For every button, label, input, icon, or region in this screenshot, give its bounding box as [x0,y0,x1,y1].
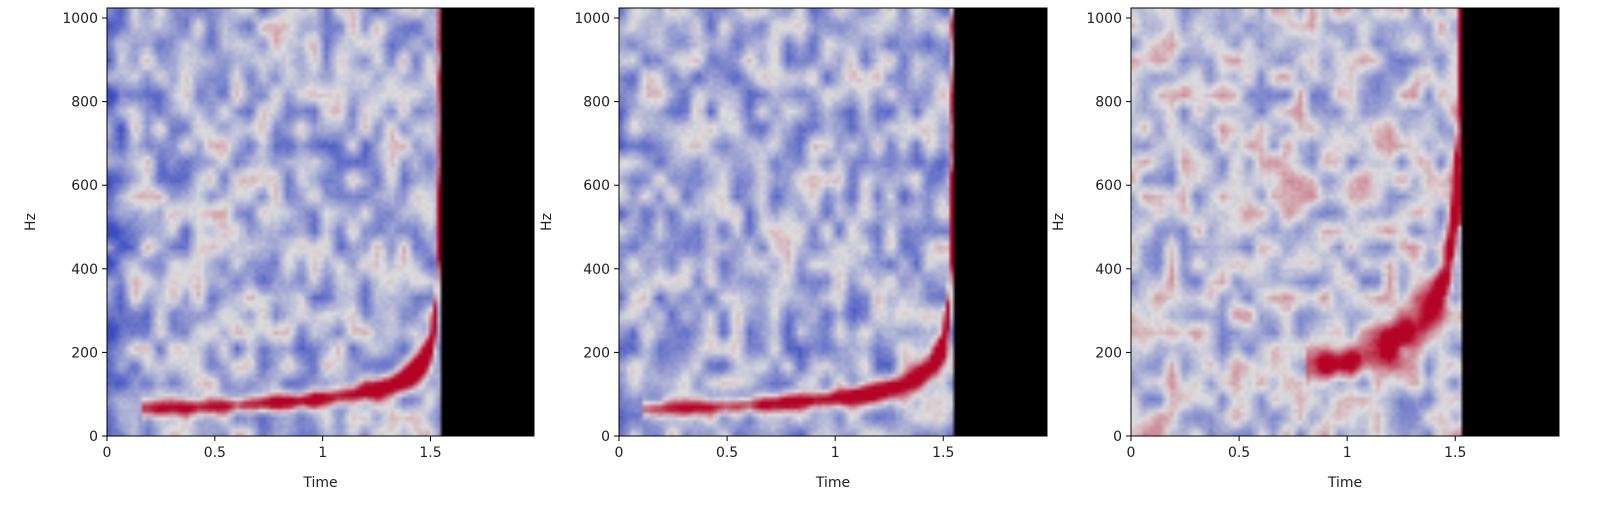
spectrogram-panel-1: 0 0.5 1 1.5 0 200 400 600 800 1000 Time Hz [23,7,535,491]
plot-frame [106,7,535,437]
x-tick-label: 1 [831,445,840,461]
y-tick-label: 400 [1095,262,1122,278]
x-tick-label: 0 [615,445,624,461]
spectrogram-heatmap [1131,8,1559,436]
y-tick-label: 200 [1095,345,1122,361]
x-axis-label: Time [1327,475,1362,491]
y-tick-label: 600 [1095,178,1122,194]
y-tick-label: 800 [1095,95,1122,111]
x-tick-label: 1.5 [932,445,954,461]
y-tick-label: 800 [583,95,610,111]
x-tick-label: 0 [103,445,112,461]
x-tick-label: 1 [318,445,327,461]
spectrogram-panel-2: 0 0.5 1 1.5 0 200 400 600 800 1000 Time Hz [539,7,1048,491]
y-tick-label: 200 [71,345,98,361]
y-tick-label: 1000 [574,11,610,27]
y-tick-label: 200 [583,345,610,361]
y-tick-label: 0 [601,429,610,445]
y-tick-label: 1000 [62,11,98,27]
y-tick-label: 400 [583,262,610,278]
x-tick-label: 0 [1127,445,1136,461]
y-axis-label: Hz [539,213,555,231]
y-tick-label: 600 [71,178,98,194]
plot-frame [618,7,1048,437]
y-axis-label: Hz [1051,213,1067,231]
y-tick-label: 800 [71,95,98,111]
plot-frame [1130,7,1560,437]
x-tick-label: 0.5 [204,445,226,461]
x-tick-label: 1.5 [419,445,441,461]
x-axis-label: Time [302,475,337,491]
y-tick-label: 1000 [1086,11,1122,27]
y-tick-label: 0 [89,429,98,445]
spectrogram-heatmap [107,8,534,436]
x-tick-label: 1.5 [1444,445,1466,461]
y-tick-label: 400 [71,262,98,278]
y-tick-label: 0 [1113,429,1122,445]
x-tick-label: 0.5 [1228,445,1250,461]
x-axis-label: Time [815,475,850,491]
spectrogram-heatmap [619,8,1047,436]
y-axis-label: Hz [23,213,39,231]
spectrogram-panel-3: 0 0.5 1 1.5 0 200 400 600 800 1000 Time Hz [1051,7,1560,491]
x-tick-label: 0.5 [716,445,738,461]
y-tick-label: 600 [583,178,610,194]
x-tick-label: 1 [1343,445,1352,461]
